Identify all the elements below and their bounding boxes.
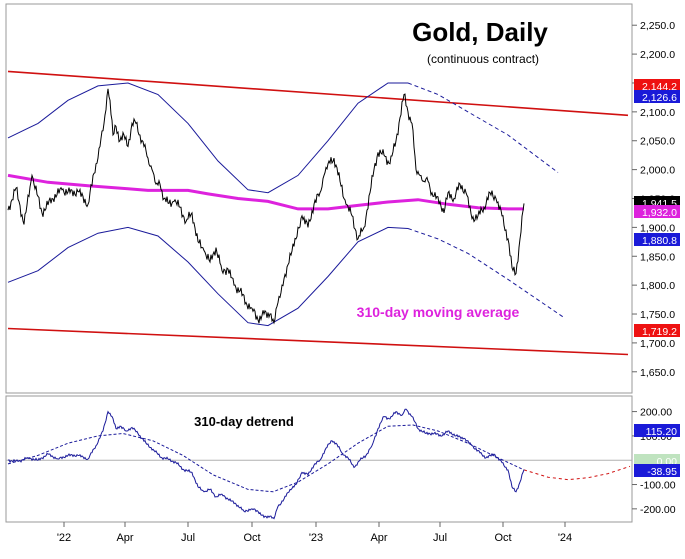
detrend-y-tick-label: -200.00 xyxy=(640,504,676,516)
cycle-envelope-upper-projection xyxy=(407,82,559,173)
chart-title: Gold, Daily xyxy=(412,17,548,47)
y-tick-label: 1,800.0 xyxy=(640,280,675,292)
detrend-panel-title: 310-day detrend xyxy=(194,414,294,429)
moving-average-line xyxy=(7,173,524,211)
detrend-price-label-box xyxy=(634,464,680,477)
price-label-box xyxy=(634,90,680,103)
chart-subtitle: (continuous contract) xyxy=(427,52,539,66)
detrend-price-label: 115.20 xyxy=(646,426,677,438)
x-tick-label: '22 xyxy=(57,532,71,544)
price-label: 1,880.8 xyxy=(642,235,677,247)
y-tick-label: 1,750.0 xyxy=(640,309,675,321)
price-label: 1,719.2 xyxy=(642,326,677,338)
price-label-box xyxy=(634,324,680,337)
y-tick-label: 2,000.0 xyxy=(640,165,675,177)
price-label-box xyxy=(634,205,680,218)
detrend-y-tick-label: -100.00 xyxy=(640,480,676,492)
price-label-box xyxy=(634,233,680,246)
x-tick-label: Jul xyxy=(181,532,195,544)
price-label-box xyxy=(634,79,680,92)
x-tick-label: Apr xyxy=(370,532,387,544)
x-tick-label: Jul xyxy=(433,532,447,544)
y-tick-label: 1,850.0 xyxy=(640,251,675,263)
main-price-panel xyxy=(7,70,629,356)
axes: 2,250.02,200.02,150.02,100.02,050.02,000… xyxy=(57,20,680,544)
detrend-price-label: -38.95 xyxy=(647,466,677,478)
detrend-panel-frame xyxy=(5,395,633,523)
gold-price-line xyxy=(7,88,525,325)
y-tick-label: 2,050.0 xyxy=(640,136,675,148)
y-tick-label: 2,250.0 xyxy=(640,20,675,32)
cycle-envelope-lower-projection xyxy=(407,228,564,318)
x-tick-label: '24 xyxy=(558,532,572,544)
detrend-price-label-box xyxy=(634,454,680,467)
detrend-cycle-projection xyxy=(523,465,631,481)
detrend-series-line xyxy=(7,408,525,520)
detrend-y-tick-label: 200.00 xyxy=(640,407,672,419)
moving-average-annotation: 310-day moving average xyxy=(357,304,520,320)
x-tick-label: Oct xyxy=(494,532,511,544)
x-tick-label: Apr xyxy=(116,532,133,544)
main-panel-frame xyxy=(5,3,633,394)
detrend-panel xyxy=(6,408,632,520)
x-tick-label: '23 xyxy=(309,532,323,544)
y-tick-label: 2,200.0 xyxy=(640,49,675,61)
y-tick-label: 1,700.0 xyxy=(640,338,675,350)
detrend-cycle-line xyxy=(7,424,525,493)
cycle-envelope-upper xyxy=(7,82,408,194)
channel-lower-line xyxy=(7,327,629,356)
price-label: 2,126.6 xyxy=(642,92,677,104)
y-tick-label: 1,650.0 xyxy=(640,367,675,379)
price-label: 1,932.0 xyxy=(642,207,677,219)
channel-upper-line xyxy=(7,70,629,117)
detrend-price-label-box xyxy=(634,424,680,437)
y-tick-label: 2,100.0 xyxy=(640,107,675,119)
x-tick-label: Oct xyxy=(243,532,260,544)
y-tick-label: 1,900.0 xyxy=(640,222,675,234)
cycle-envelope-lower xyxy=(7,226,409,327)
